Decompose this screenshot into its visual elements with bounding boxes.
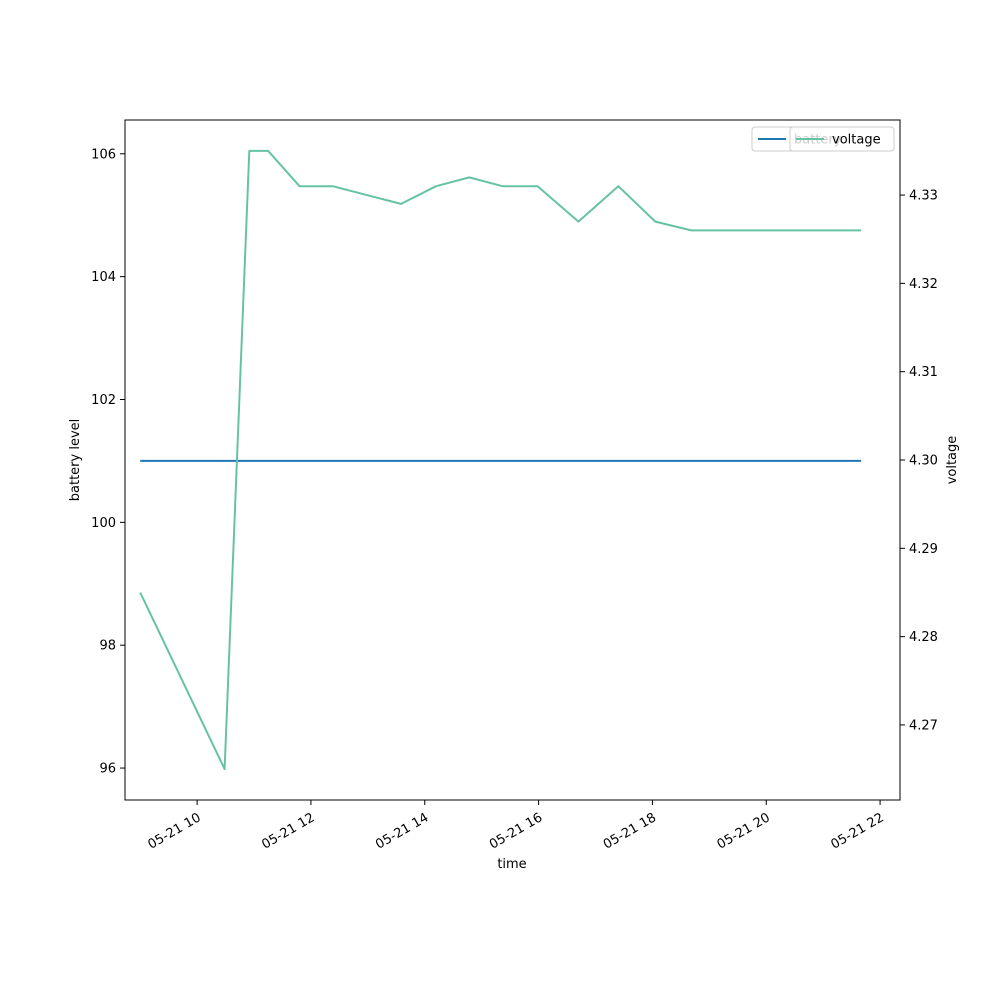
legend-label: voltage [832, 133, 881, 148]
right-y-axis-label: voltage [945, 436, 960, 485]
right-y-tick-label: 4.31 [909, 365, 938, 380]
left-y-tick-label: 106 [91, 147, 116, 162]
legend: batteryvoltage [751, 126, 895, 152]
plot-area [139, 149, 862, 771]
series-line-voltage [139, 149, 862, 771]
left-y-tick-label: 104 [91, 270, 116, 285]
left-y-tick-label: 96 [99, 762, 116, 777]
right-y-tick-label: 4.30 [909, 454, 938, 469]
left-y-tick-label: 102 [91, 393, 116, 408]
right-y-tick-label: 4.33 [909, 189, 938, 204]
legend-box [789, 126, 895, 152]
right-y-tick-label: 4.29 [909, 542, 938, 557]
left-y-tick-label: 98 [99, 639, 116, 654]
left-y-axis-label: battery level [68, 419, 83, 502]
x-axis-label: time [497, 857, 526, 872]
right-y-tick-label: 4.27 [909, 718, 938, 733]
left-y-tick-label: 100 [91, 516, 116, 531]
legend-entry-voltage: voltage [789, 126, 895, 152]
right-y-tick-label: 4.32 [909, 277, 938, 292]
right-y-tick-label: 4.28 [909, 630, 938, 645]
